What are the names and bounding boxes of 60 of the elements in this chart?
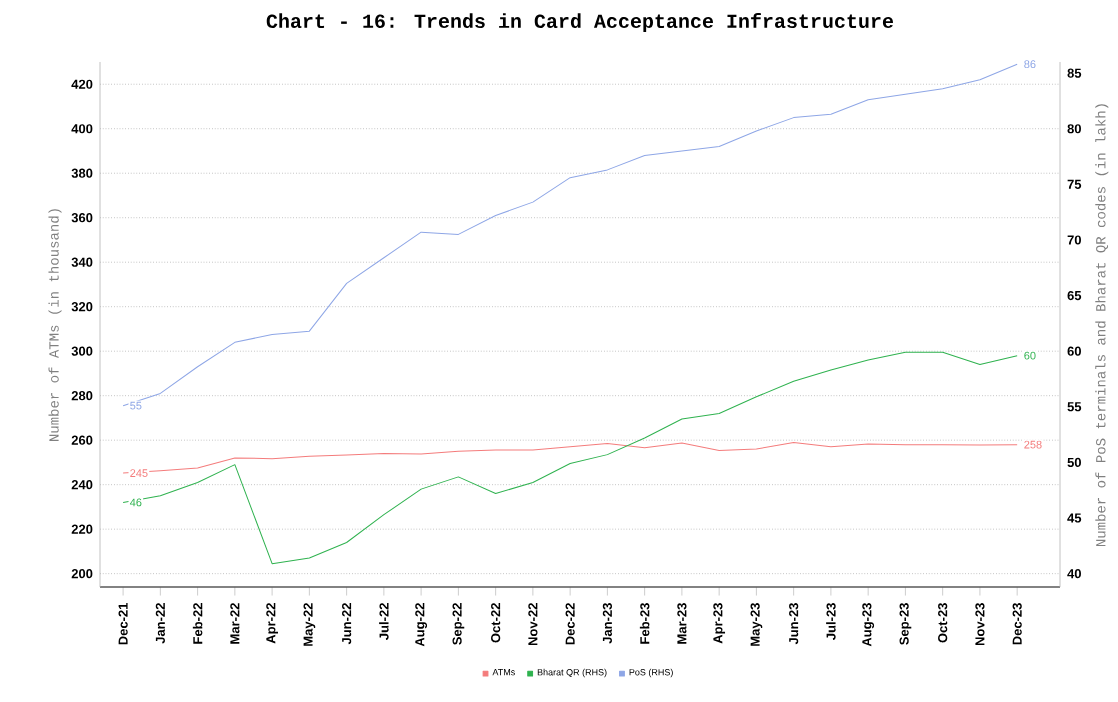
line-series — [122, 351, 1018, 565]
y-tick-label: 400 — [71, 124, 93, 134]
y-tick-label: 280 — [71, 391, 93, 401]
legend-label: ATMs — [492, 669, 515, 676]
y2-tick-label: 60 — [1067, 346, 1081, 356]
x-tick-label: Oct-23 — [938, 603, 948, 643]
legend-label: PoS (RHS) — [629, 668, 673, 678]
x-tick-label: Oct-22 — [491, 603, 501, 643]
y-tick-label: 200 — [71, 569, 93, 579]
y-tick-label: 220 — [71, 524, 93, 534]
x-tick-label: Nov-23 — [975, 603, 985, 646]
data-label: 60 — [1024, 351, 1036, 360]
y-axis-title: Number of ATMs (in thousand) — [48, 209, 62, 442]
y2-tick-label: 80 — [1067, 124, 1081, 134]
x-tick-label: Apr-23 — [713, 603, 726, 644]
x-tick-label: Feb-23 — [639, 603, 650, 644]
y2-tick-label: 55 — [1067, 402, 1082, 412]
y2-tick-label: 70 — [1067, 235, 1081, 245]
x-tick-label: May-22 — [303, 603, 316, 646]
x-tick-label: Jun-22 — [342, 603, 352, 645]
y2-axis-title: Number of PoS terminals and Bharat QR codes (in lakh) — [1095, 104, 1109, 547]
y2-tick-label: 40 — [1067, 569, 1081, 579]
y-tick-label: 240 — [71, 480, 93, 490]
data-label: 55 — [130, 401, 142, 410]
x-tick-label: Sep-23 — [899, 603, 912, 645]
y-tick-label: 340 — [71, 257, 93, 267]
x-tick-label: May-23 — [750, 603, 763, 646]
y-tick-label: 420 — [71, 79, 93, 89]
x-tick-label: Jan-22 — [155, 603, 165, 644]
x-tick-label: Mar-22 — [230, 603, 240, 644]
x-tick-label: Jul-23 — [826, 603, 836, 640]
chart-title: Chart - 16: Trends in Card Acceptance Infrastructure — [266, 13, 893, 32]
x-tick-label: Jan-23 — [602, 603, 613, 644]
y-tick-label: 320 — [71, 302, 93, 312]
x-tick-label: Dec-23 — [1012, 603, 1022, 645]
data-label: 258 — [1024, 440, 1042, 449]
x-tick-label: Aug-23 — [862, 603, 875, 647]
data-label: 86 — [1024, 60, 1036, 69]
y-tick-label: 260 — [71, 435, 93, 445]
x-tick-label: Dec-21 — [118, 602, 128, 645]
x-tick-label: Feb-22 — [192, 603, 203, 644]
data-label: 46 — [129, 498, 142, 507]
y2-tick-label: 85 — [1067, 68, 1082, 78]
y-tick-label: 300 — [71, 346, 93, 356]
x-tick-label: Jul-22 — [379, 603, 389, 640]
x-tick-label: Mar-23 — [677, 603, 687, 644]
y2-tick-label: 75 — [1067, 179, 1082, 189]
x-tick-label: Apr-22 — [266, 603, 278, 644]
legend-label: Bharat QR (RHS) — [537, 668, 607, 678]
y-tick-label: 360 — [71, 213, 93, 223]
x-tick-label: Sep-22 — [452, 603, 465, 645]
y-tick-label: 380 — [71, 168, 93, 178]
y2-tick-label: 45 — [1067, 513, 1082, 523]
x-tick-label: Nov-22 — [528, 603, 538, 646]
x-tick-label: Dec-22 — [565, 603, 575, 645]
x-tick-label: Jun-23 — [789, 603, 799, 645]
x-tick-label: Aug-22 — [415, 603, 428, 647]
y2-tick-label: 65 — [1067, 290, 1082, 301]
data-label: 245 — [130, 469, 148, 477]
y2-tick-label: 50 — [1067, 457, 1081, 468]
